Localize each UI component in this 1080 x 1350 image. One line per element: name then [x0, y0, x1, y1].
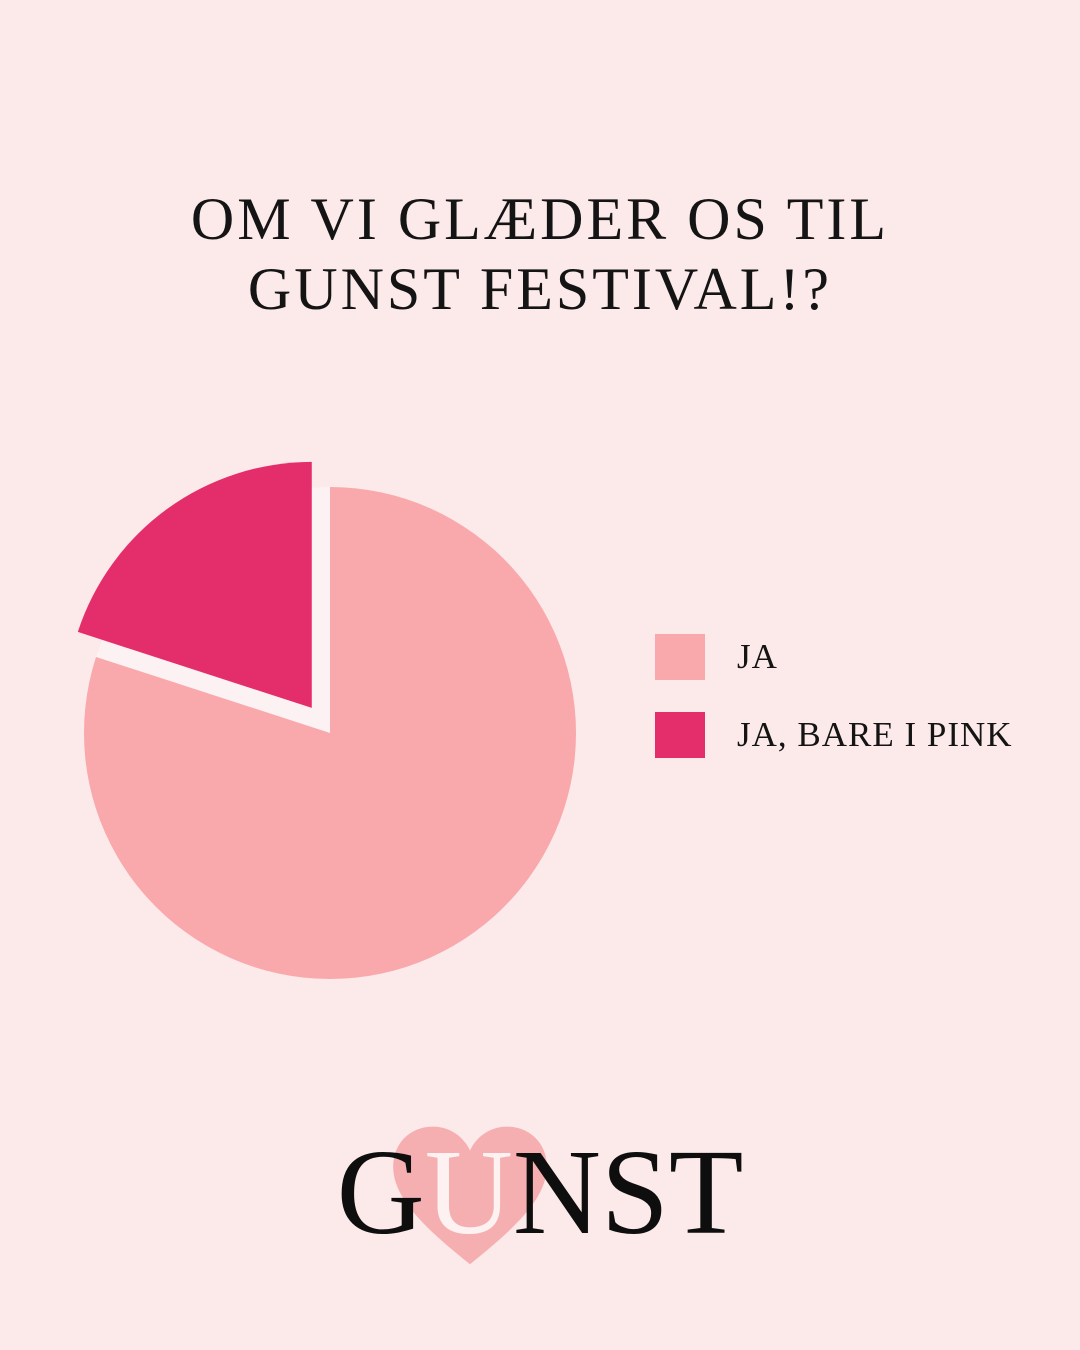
pie-chart — [77, 461, 576, 979]
logo-letters-nst: NST — [512, 1125, 744, 1260]
legend: JA JA, BARE I PINK — [655, 634, 1013, 790]
title-line-1: OM VI GLÆDER OS TIL — [190, 186, 890, 252]
legend-item-ja: JA — [655, 634, 1013, 680]
logo-letter-u: U — [424, 1125, 513, 1260]
legend-item-ja-bare-i-pink: JA, BARE I PINK — [655, 712, 1013, 758]
legend-swatch-ja-bare-i-pink — [655, 712, 705, 758]
pie-slice-ja — [84, 487, 576, 979]
title-line-2: GUNST FESTIVAL!? — [247, 256, 833, 322]
legend-label-ja: JA — [737, 637, 778, 676]
heart-icon — [393, 1126, 547, 1265]
logo-letter-g: G — [336, 1125, 425, 1260]
page-title: OM VI GLÆDER OS TIL GUNST FESTIVAL!? — [0, 184, 1080, 324]
pie-slice-ja-bare-i-pink — [77, 461, 312, 708]
legend-swatch-ja — [655, 634, 705, 680]
logo-text: GUNST — [0, 1132, 1080, 1254]
legend-label-ja-bare-i-pink: JA, BARE I PINK — [737, 715, 1013, 754]
